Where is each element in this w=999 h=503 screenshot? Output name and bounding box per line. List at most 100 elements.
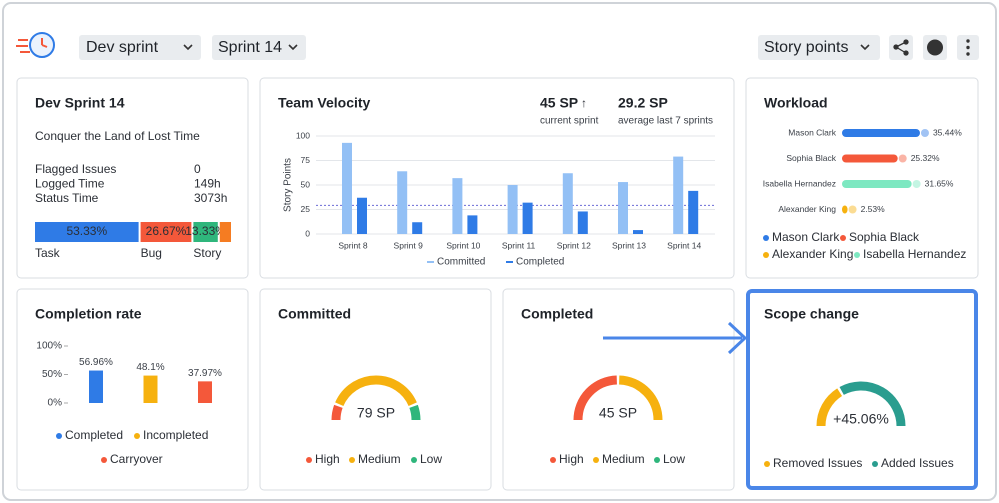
bar	[412, 222, 423, 234]
y-axis-label: Story Points	[283, 158, 294, 212]
value-label: 37.97%	[188, 368, 222, 379]
segment-label: 26.67%	[146, 224, 187, 238]
x-tick-label: Sprint 10	[446, 240, 480, 250]
legend-dot	[593, 457, 599, 463]
legend-label: Alexander King	[772, 247, 853, 261]
x-tick-label: Sprint 11	[502, 240, 536, 250]
x-tick-label: Sprint 14	[667, 240, 701, 250]
stacked-segment	[219, 222, 231, 242]
legend-label: Mason Clark	[772, 230, 840, 244]
bar	[89, 370, 103, 403]
card	[745, 77, 979, 279]
sprint-dropdown[interactable]	[212, 35, 306, 60]
legend-dot	[763, 252, 769, 258]
annotation-arrowhead	[727, 321, 748, 355]
bar	[842, 154, 898, 163]
unit-name: Story points	[764, 39, 848, 56]
gauge-segment	[618, 375, 663, 421]
value-label: 56.96%	[79, 357, 113, 368]
legend-label: Medium	[602, 452, 645, 466]
legend-label: Low	[663, 452, 685, 466]
logo	[16, 32, 55, 58]
legend-dot	[306, 457, 312, 463]
stat-label: Status Time	[35, 191, 99, 205]
stacked-segment	[35, 222, 139, 242]
unit-dropdown[interactable]	[758, 35, 880, 60]
bar	[397, 171, 408, 234]
bar	[633, 230, 643, 234]
bar	[452, 178, 463, 234]
card-title: Committed	[278, 306, 351, 322]
legend-dot	[349, 457, 355, 463]
row-label: Sophia Black	[786, 153, 836, 163]
legend-dot	[411, 457, 417, 463]
card-title: Scope change	[764, 306, 859, 322]
card-title: Team Velocity	[278, 95, 371, 111]
card-title: Completed	[521, 306, 593, 322]
legend-label: Removed Issues	[773, 456, 862, 470]
stat-label: Flagged Issues	[35, 162, 116, 176]
row-label: Mason Clark	[788, 127, 836, 137]
gauge-label: 45 SP	[599, 405, 637, 421]
share-button[interactable]	[889, 35, 913, 60]
share-icon	[893, 39, 909, 56]
x-tick-label: Sprint 9	[394, 240, 424, 250]
bar-cap	[898, 154, 907, 163]
legend-dot	[654, 457, 660, 463]
y-tick-label: 25	[301, 204, 311, 214]
card-title: Completion rate	[35, 306, 142, 322]
legend-label: Medium	[358, 452, 401, 466]
segment-category: Story	[193, 246, 221, 260]
gauge-label: 79 SP	[357, 405, 395, 421]
bar	[673, 156, 684, 234]
legend-dot	[872, 461, 878, 467]
stat-value: 149h	[194, 177, 221, 191]
y-tick-label: 50	[301, 179, 311, 189]
row-label: Isabella Hernandez	[763, 178, 836, 188]
row-label: Alexander King	[778, 204, 836, 214]
card	[16, 288, 249, 491]
y-tick-label: 100%	[36, 341, 62, 352]
x-tick-label: Sprint 12	[557, 240, 591, 250]
bar	[688, 190, 699, 234]
legend-dot	[854, 252, 860, 258]
y-tick-label: 100	[296, 130, 310, 140]
board-dropdown[interactable]	[79, 35, 201, 60]
legend-dot	[764, 461, 770, 467]
stat-value: 3073h	[194, 191, 227, 205]
legend-label: Completed	[65, 428, 123, 442]
legend-label: High	[559, 452, 584, 466]
stacked-segment	[140, 222, 192, 242]
gauge-segment	[331, 404, 343, 421]
current-caption: current sprint	[540, 116, 599, 127]
legend-label: Added Issues	[881, 456, 954, 470]
legend-label: Sophia Black	[849, 230, 920, 244]
value-label: 35.44%	[933, 127, 962, 137]
sprint-name: Sprint 14	[218, 39, 282, 56]
segment-label: 53.33%	[66, 224, 107, 238]
bar-cap	[920, 129, 929, 137]
stat-value: 0	[194, 162, 201, 176]
gauge-segment	[816, 388, 843, 427]
legend-dot	[550, 457, 556, 463]
chevron	[183, 44, 193, 51]
chevron	[860, 44, 870, 51]
x-tick-label: Sprint 8	[338, 240, 368, 250]
card-title: Workload	[764, 95, 828, 111]
gauge-segment	[335, 375, 417, 407]
average-value: 29.2 SP	[618, 95, 668, 111]
chevron	[288, 44, 298, 51]
board-name: Dev sprint	[86, 39, 159, 56]
bar-cap	[848, 205, 857, 214]
card-title: Dev Sprint 14	[35, 95, 125, 111]
legend-label: Incompleted	[143, 428, 208, 442]
legend-dot	[840, 235, 846, 241]
legend-dot	[56, 433, 62, 439]
y-tick-label: 50%	[42, 369, 62, 380]
bar	[143, 375, 158, 403]
bar-cap	[912, 180, 921, 188]
gauge-segment	[409, 404, 421, 421]
bar	[562, 173, 573, 234]
x-tick-label: Sprint 13	[612, 240, 646, 250]
